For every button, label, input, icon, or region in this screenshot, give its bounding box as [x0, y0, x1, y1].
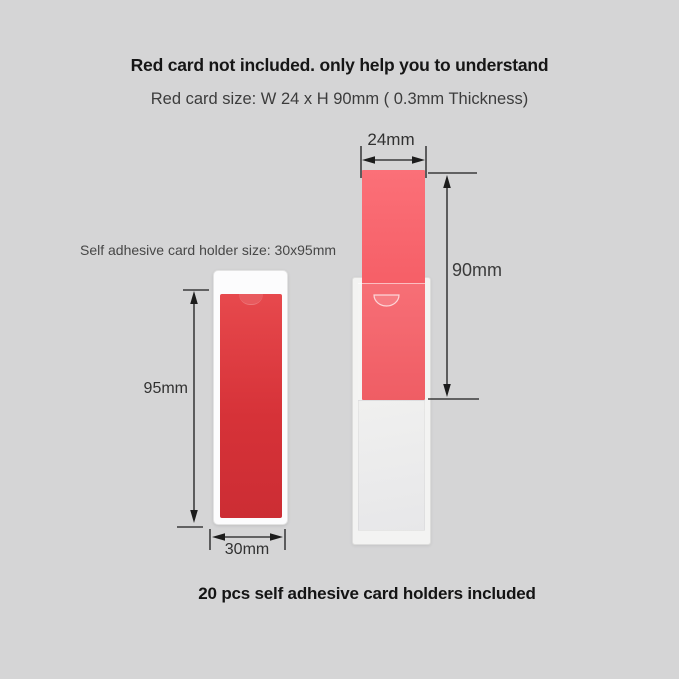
dim-30mm-label: 30mm	[224, 541, 270, 558]
left-card-holder	[213, 270, 288, 525]
right-pocket-film	[358, 283, 425, 401]
dim-95mm-label: 95mm	[143, 380, 188, 397]
dim-24mm-label: 24mm	[367, 130, 415, 149]
header-title: Red card not included. only help you to …	[130, 55, 549, 75]
dim-90mm-label: 90mm	[452, 260, 503, 280]
footer-note: 20 pcs self adhesive card holders includ…	[198, 584, 536, 603]
left-holder-size-label: Self adhesive card holder size: 30x95mm	[80, 242, 337, 258]
header-subtitle: Red card size: W 24 x H 90mm ( 0.3mm Thi…	[150, 90, 529, 108]
right-pocket-lower	[358, 400, 425, 531]
right-red-card	[362, 170, 425, 400]
left-thumb-notch	[239, 294, 263, 305]
left-red-card	[220, 294, 282, 518]
